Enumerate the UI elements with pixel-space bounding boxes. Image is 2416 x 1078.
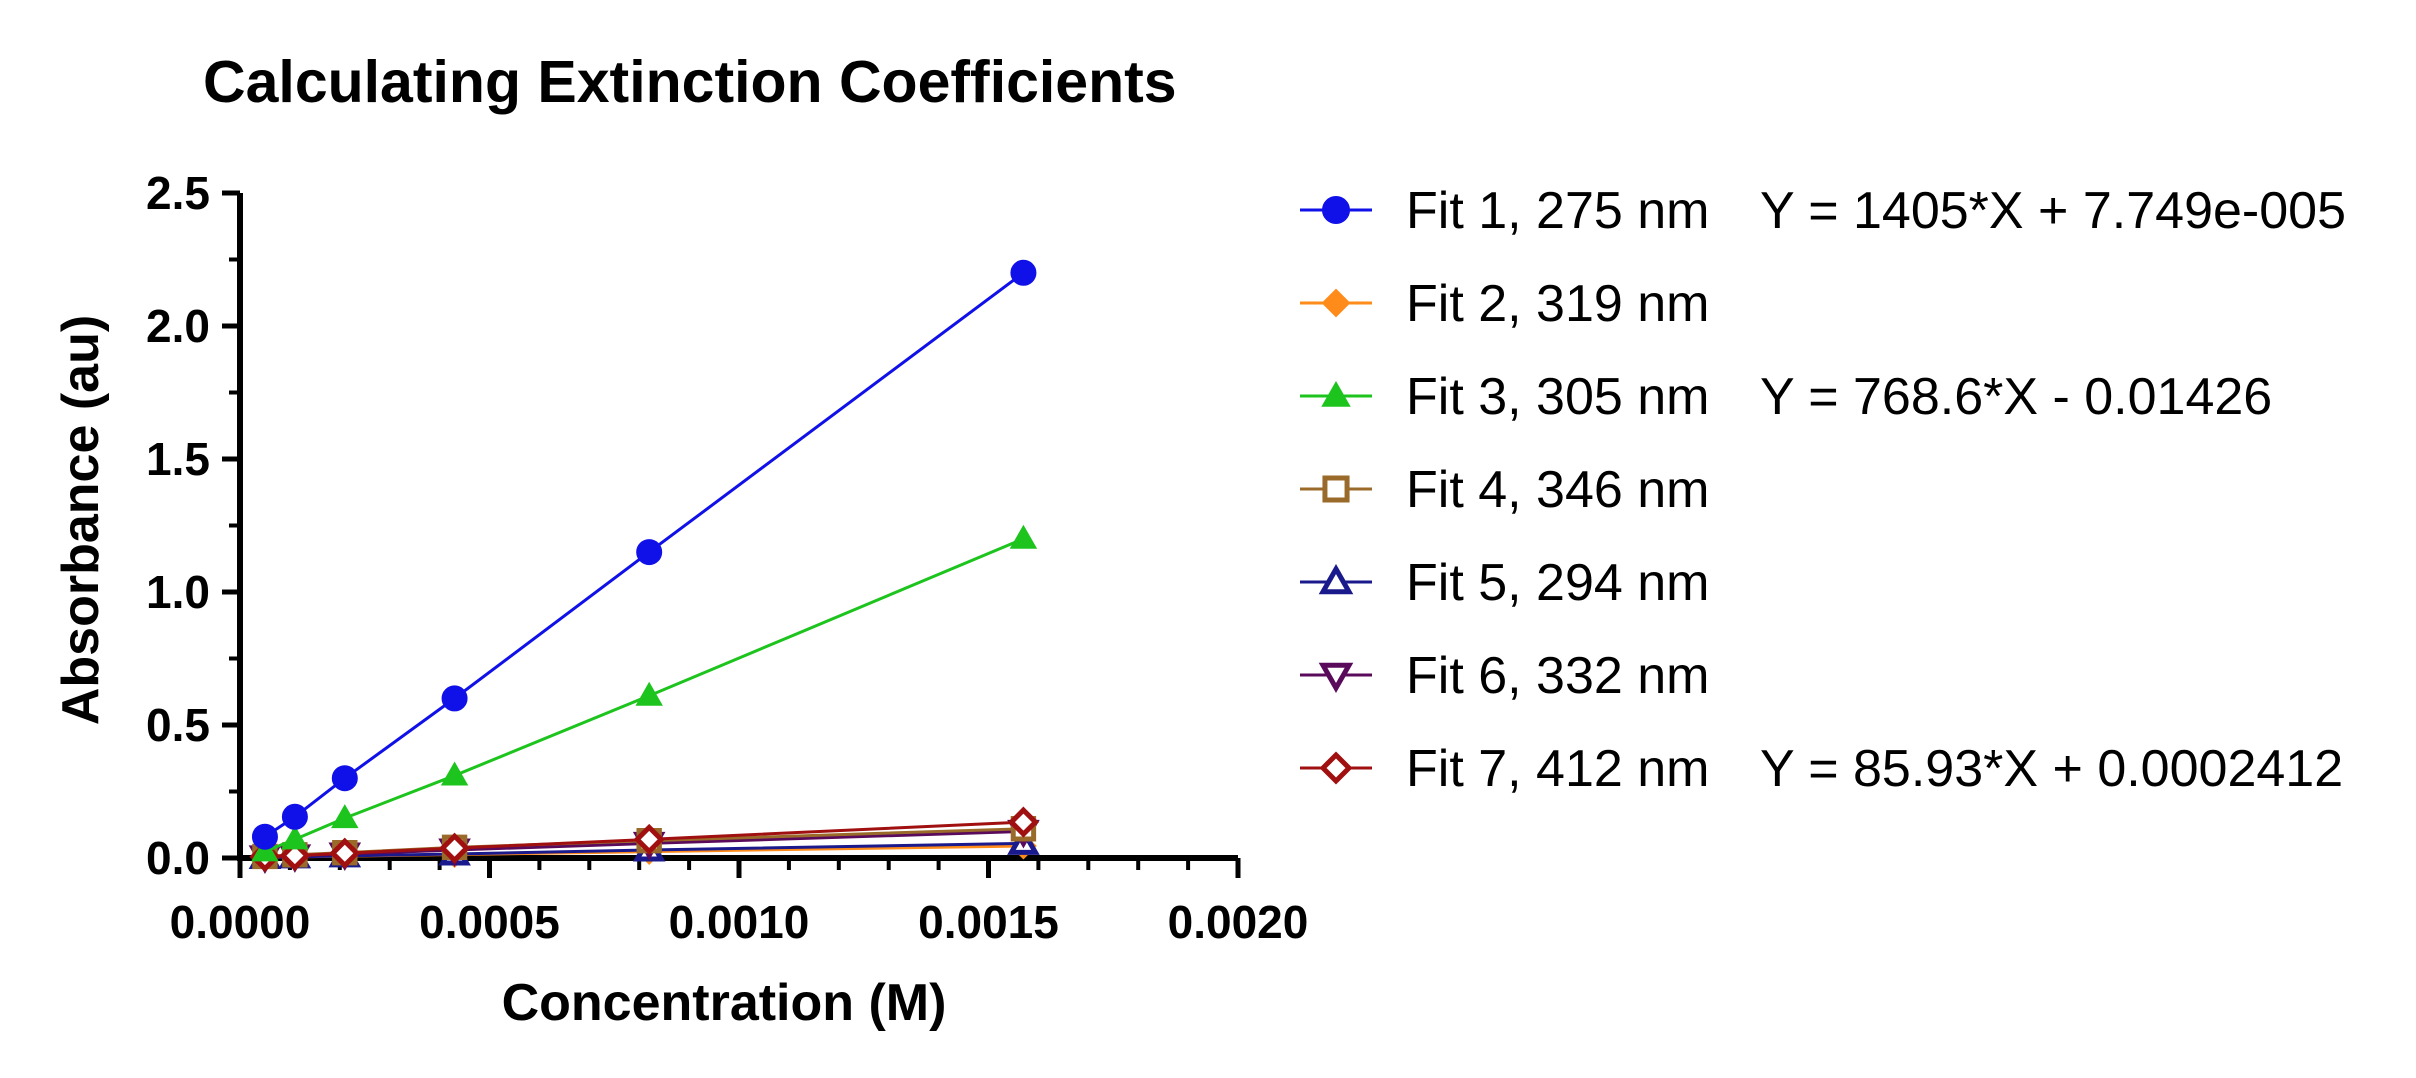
data-point bbox=[281, 825, 309, 850]
series-layer bbox=[248, 259, 1040, 874]
data-point bbox=[329, 837, 361, 869]
y-axis-title: Absorbance (au) bbox=[52, 315, 110, 725]
legend: Fit 1, 275 nm Y = 1405*X + 7.749e-005Fit … bbox=[1300, 182, 2346, 798]
legend-marker bbox=[1318, 563, 1354, 595]
y-tick-label: 2.5 bbox=[146, 167, 210, 219]
legend-marker bbox=[1321, 380, 1351, 407]
legend-label: Fit 6, 332 nm bbox=[1406, 647, 1709, 705]
x-tick-label: 0.0020 bbox=[1168, 896, 1309, 948]
data-point bbox=[635, 681, 663, 706]
legend-marker bbox=[1318, 662, 1354, 694]
y-tick-label: 2.0 bbox=[146, 300, 210, 352]
y-tick-label: 1.0 bbox=[146, 566, 210, 618]
x-tick-label: 0.0015 bbox=[918, 896, 1059, 948]
data-point bbox=[1010, 259, 1037, 286]
y-tick-label: 0.5 bbox=[146, 699, 210, 751]
legend-marker bbox=[1319, 751, 1353, 785]
chart-title: Calculating Extinction Coefficients bbox=[203, 49, 1177, 115]
data-point bbox=[331, 804, 359, 829]
data-point bbox=[281, 803, 308, 830]
legend-label: Fit 7, 412 nm bbox=[1406, 740, 1709, 798]
series-1 bbox=[251, 259, 1037, 850]
x-tick-label: 0.0000 bbox=[170, 896, 311, 948]
legend-item-1: Fit 1, 275 nm Y = 1405*X + 7.749e-005 bbox=[1300, 182, 2346, 240]
data-point bbox=[441, 685, 468, 712]
fit-equation: Y = 768.6*X - 0.01426 bbox=[1760, 368, 2272, 426]
legend-label: Fit 3, 305 nm bbox=[1406, 368, 1709, 426]
data-point bbox=[251, 837, 279, 862]
axes: 0.0 0.5 1.0 1.5 2.0 2.5 0.0000 0.0005 0.0010 0.00… bbox=[146, 167, 1308, 948]
fit-equation: Y = 85.93*X + 0.0002412 bbox=[1760, 740, 2343, 798]
legend-item-6: Fit 6, 332 nm bbox=[1300, 647, 1709, 705]
legend-marker bbox=[1321, 288, 1351, 318]
data-point bbox=[636, 539, 663, 566]
legend-item-7: Fit 7, 412 nm Y = 85.93*X + 0.0002412 bbox=[1300, 740, 2343, 798]
data-point bbox=[440, 761, 469, 786]
legend-marker bbox=[1322, 196, 1350, 224]
series-3 bbox=[251, 524, 1038, 862]
legend-item-3: Fit 3, 305 nm Y = 768.6*X - 0.01426 bbox=[1300, 368, 2272, 426]
legend-label: Fit 2, 319 nm bbox=[1406, 275, 1709, 333]
legend-label: Fit 1, 275 nm bbox=[1406, 182, 1709, 240]
legend-item-4: Fit 4, 346 nm bbox=[1300, 461, 1709, 519]
data-point bbox=[279, 840, 311, 872]
x-tick-label: 0.0005 bbox=[419, 896, 560, 948]
y-tick-label: 0.0 bbox=[146, 832, 210, 884]
x-tick-label: 0.0010 bbox=[669, 896, 810, 948]
legend-item-5: Fit 5, 294 nm bbox=[1300, 554, 1709, 612]
legend-item-2: Fit 2, 319 nm bbox=[1300, 275, 1709, 333]
x-axis-title: Concentration (M) bbox=[502, 974, 947, 1032]
fit-equation: Y = 1405*X + 7.749e-005 bbox=[1760, 182, 2346, 240]
data-point bbox=[633, 823, 665, 855]
legend-label: Fit 4, 346 nm bbox=[1406, 461, 1709, 519]
data-point bbox=[331, 765, 358, 792]
data-point bbox=[1009, 524, 1038, 549]
data-point bbox=[1007, 806, 1039, 838]
y-tick-label: 1.5 bbox=[146, 433, 210, 485]
data-point bbox=[439, 832, 471, 864]
data-point bbox=[251, 823, 278, 850]
legend-label: Fit 5, 294 nm bbox=[1406, 554, 1709, 612]
legend-marker bbox=[1322, 475, 1350, 503]
